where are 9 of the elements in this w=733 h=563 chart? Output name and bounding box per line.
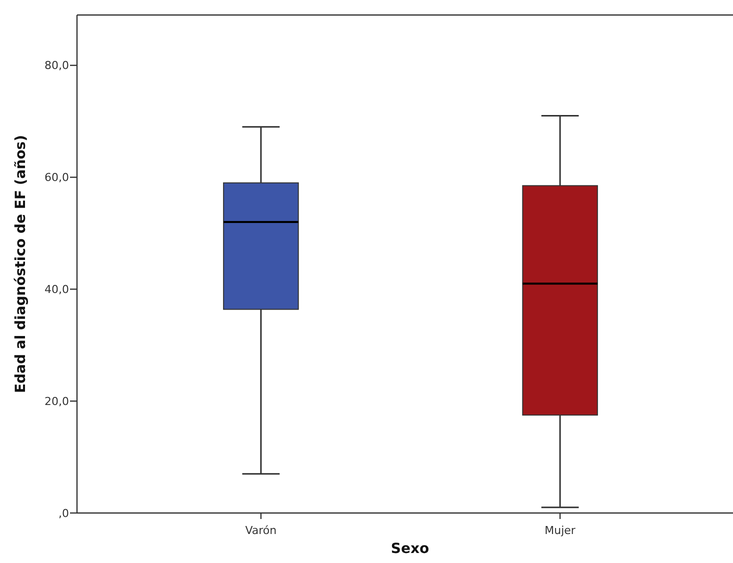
x-tick-label: Varón [245, 524, 277, 537]
y-tick-label: 20,0 [44, 394, 69, 408]
x-axis-title: Sexo [390, 541, 430, 557]
x-tick-label: Mujer [544, 524, 576, 537]
y-axis-title: Edad al diagnóstico de EF (años) [13, 134, 29, 394]
y-tick-label: ,0 [58, 506, 69, 520]
y-tick-label: 40,0 [44, 283, 69, 296]
y-tick-label: 80,0 [44, 59, 69, 72]
y-tick-label: 60,0 [44, 171, 69, 184]
